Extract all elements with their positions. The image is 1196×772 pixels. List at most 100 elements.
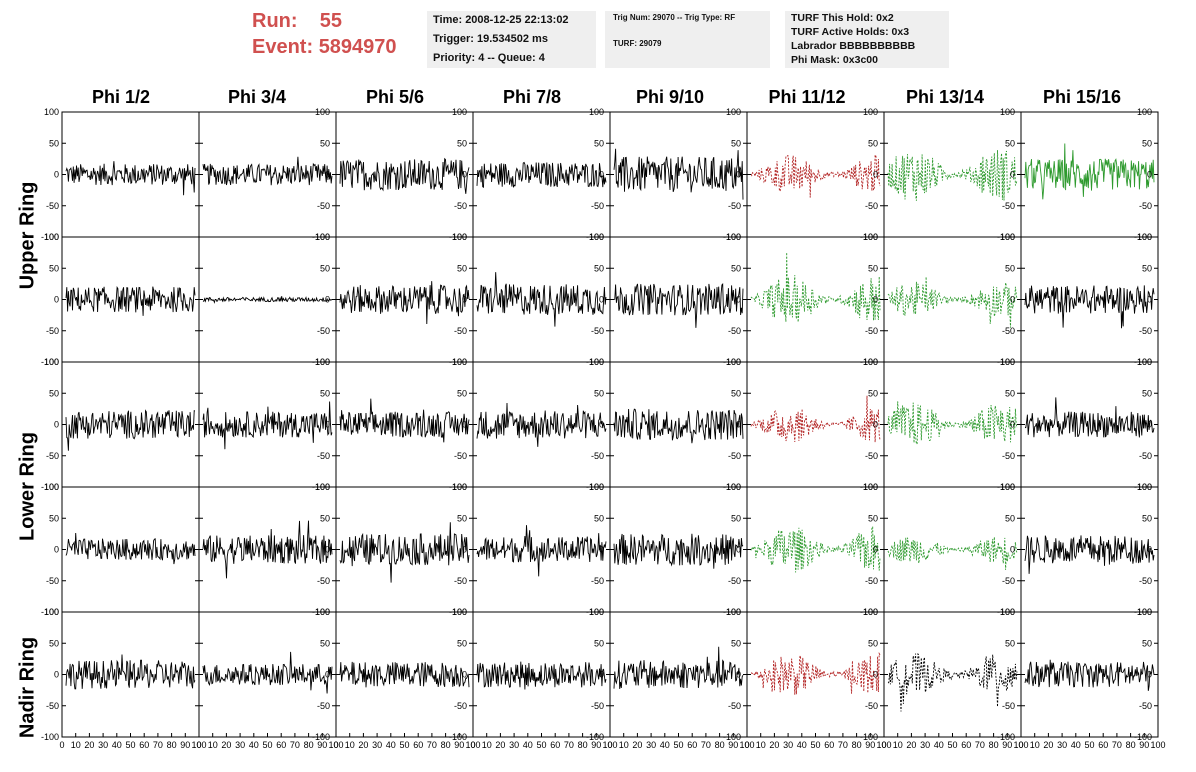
- waveform-trace: [613, 646, 744, 689]
- waveform-trace: [1024, 535, 1155, 574]
- labrador-text: Labrador BBBBBBBBBB: [791, 40, 916, 52]
- x-tick-label: 90: [180, 740, 190, 750]
- y-tick-label: 100: [863, 232, 878, 242]
- y-tick-label: 0: [462, 670, 467, 680]
- waveform-trace: [613, 283, 744, 328]
- y-tick-label: 50: [594, 388, 604, 398]
- y-tick-label: 50: [1005, 138, 1015, 148]
- y-tick-label: 100: [726, 482, 741, 492]
- y-tick-label: -100: [449, 357, 467, 367]
- y-tick-label: -100: [41, 232, 59, 242]
- y-tick-label: 50: [49, 263, 59, 273]
- run-row: Run: 55: [252, 8, 422, 34]
- turf-hold-text: TURF This Hold: 0x2: [791, 12, 894, 24]
- y-tick-label: 100: [726, 232, 741, 242]
- y-tick-label: 0: [599, 670, 604, 680]
- y-tick-label: 50: [457, 513, 467, 523]
- y-tick-label: -100: [723, 357, 741, 367]
- y-tick-label: -50: [454, 576, 467, 586]
- y-tick-label: -100: [312, 482, 330, 492]
- waveform-trace: [65, 654, 196, 690]
- x-tick-label: 40: [112, 740, 122, 750]
- y-tick-label: 0: [599, 170, 604, 180]
- y-tick-label: 100: [315, 482, 330, 492]
- y-tick-label: 0: [54, 670, 59, 680]
- y-tick-label: -50: [46, 576, 59, 586]
- y-tick-label: -100: [997, 357, 1015, 367]
- waveform-trace: [887, 652, 1018, 712]
- y-tick-label: 50: [320, 138, 330, 148]
- y-tick-label: -50: [46, 451, 59, 461]
- y-tick-label: -50: [591, 701, 604, 711]
- y-tick-label: 100: [726, 357, 741, 367]
- y-tick-label: 50: [731, 388, 741, 398]
- x-tick-label: 50: [536, 740, 546, 750]
- y-tick-label: 50: [868, 138, 878, 148]
- x-tick-label: 20: [358, 740, 368, 750]
- y-tick-label: -50: [591, 451, 604, 461]
- y-tick-label: 50: [49, 638, 59, 648]
- y-tick-label: 50: [731, 138, 741, 148]
- y-tick-label: 50: [457, 388, 467, 398]
- y-tick-label: -100: [997, 732, 1015, 742]
- y-tick-label: -100: [586, 732, 604, 742]
- y-tick-label: -100: [41, 607, 59, 617]
- waveform-trace: [476, 272, 607, 327]
- x-tick-label: 40: [1071, 740, 1081, 750]
- y-tick-label: -50: [728, 451, 741, 461]
- x-tick-label: 70: [701, 740, 711, 750]
- phi-mask-text: Phi Mask: 0x3c00: [791, 54, 878, 66]
- x-tick-label: 40: [386, 740, 396, 750]
- y-tick-label: -100: [449, 732, 467, 742]
- x-tick-label: 80: [167, 740, 177, 750]
- y-tick-label: 50: [1142, 138, 1152, 148]
- y-tick-label: 0: [54, 170, 59, 180]
- x-tick-label: 50: [262, 740, 272, 750]
- x-tick-label: 20: [495, 740, 505, 750]
- waveform-trace: [202, 520, 333, 579]
- waveform-trace: [339, 281, 470, 325]
- y-tick-label: 0: [873, 670, 878, 680]
- y-tick-label: 100: [863, 107, 878, 117]
- y-tick-label: 0: [1147, 670, 1152, 680]
- column-header-phi-3-4: Phi 3/4: [227, 87, 287, 107]
- x-tick-label: 100: [328, 740, 343, 750]
- x-tick-label: 80: [304, 740, 314, 750]
- y-tick-label: -100: [1134, 482, 1152, 492]
- y-tick-label: -50: [1139, 576, 1152, 586]
- y-tick-label: -50: [591, 576, 604, 586]
- y-tick-label: 50: [868, 388, 878, 398]
- y-tick-label: 100: [1137, 232, 1152, 242]
- y-tick-label: 50: [1142, 388, 1152, 398]
- y-tick-label: 100: [589, 482, 604, 492]
- x-tick-label: 10: [619, 740, 629, 750]
- y-tick-label: 0: [873, 545, 878, 555]
- y-tick-label: 0: [873, 170, 878, 180]
- x-tick-label: 90: [1002, 740, 1012, 750]
- y-tick-label: -50: [454, 701, 467, 711]
- y-tick-label: -100: [312, 232, 330, 242]
- y-tick-label: 100: [44, 357, 59, 367]
- waveform-trace: [339, 661, 470, 688]
- turf-info-panel: TURF This Hold: 0x2 TURF Active Holds: 0…: [785, 11, 949, 68]
- y-tick-label: 50: [320, 263, 330, 273]
- y-tick-label: -100: [860, 607, 878, 617]
- panel-frame: [746, 111, 885, 238]
- x-tick-label: 30: [372, 740, 382, 750]
- y-tick-label: -100: [723, 607, 741, 617]
- panel-frame: [746, 486, 885, 613]
- y-tick-label: 0: [462, 420, 467, 430]
- y-tick-label: 50: [1005, 263, 1015, 273]
- y-tick-label: 50: [868, 638, 878, 648]
- y-tick-label: -100: [41, 357, 59, 367]
- y-tick-label: 0: [325, 295, 330, 305]
- waveform-trace: [750, 526, 881, 573]
- x-tick-label: 0: [1018, 740, 1023, 750]
- x-tick-label: 10: [482, 740, 492, 750]
- y-tick-label: 100: [1000, 482, 1015, 492]
- y-tick-label: 100: [726, 107, 741, 117]
- y-tick-label: 100: [1000, 107, 1015, 117]
- y-tick-label: -100: [860, 482, 878, 492]
- x-tick-label: 90: [728, 740, 738, 750]
